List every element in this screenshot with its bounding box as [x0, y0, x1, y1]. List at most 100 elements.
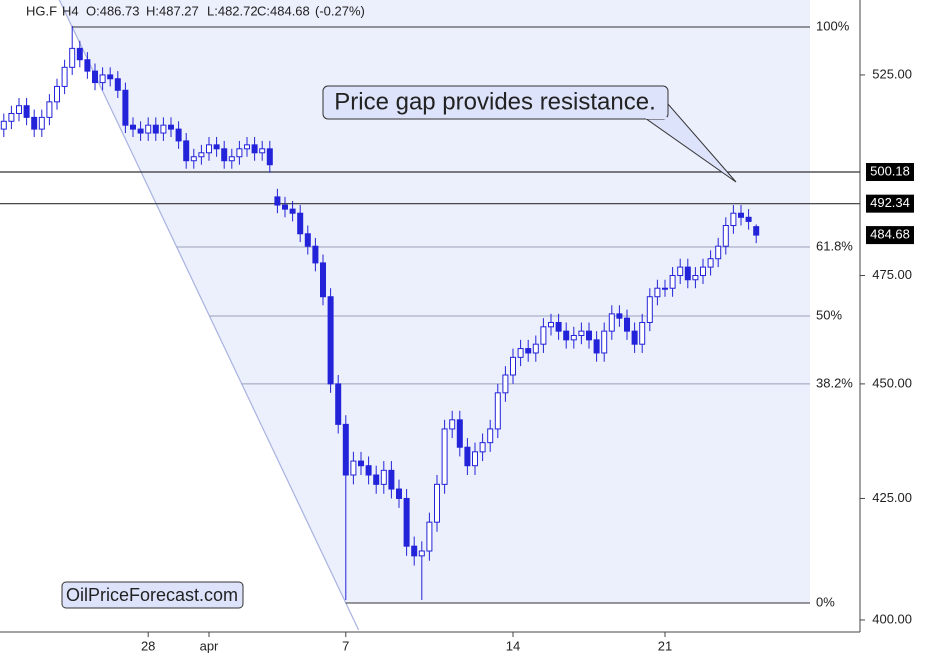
candle-body — [624, 317, 630, 332]
candle-body — [168, 124, 174, 130]
candle-body — [654, 287, 661, 298]
candle-body — [517, 348, 524, 358]
candle-body — [456, 419, 463, 448]
last-price-tag — [866, 226, 914, 245]
candle-body — [738, 212, 744, 218]
candle-body — [510, 356, 516, 376]
candle-body — [69, 47, 76, 68]
candle-body — [114, 78, 121, 91]
candle-body — [23, 105, 30, 118]
candle-body — [548, 321, 554, 328]
candle-body — [312, 245, 319, 264]
candle-body — [221, 148, 228, 162]
candle-body — [601, 330, 608, 354]
candle-body — [464, 446, 471, 467]
candle-body — [251, 144, 258, 154]
y-tick-label: 525.00 — [872, 66, 912, 81]
fib-trend — [58, 0, 360, 631]
plot — [0, 25, 860, 601]
candle-body — [380, 469, 387, 485]
header-text: C:484.68 — [257, 3, 310, 18]
candle-body — [715, 245, 722, 260]
candle-body — [342, 423, 349, 476]
candle-body — [358, 460, 364, 467]
candle-body — [662, 287, 668, 290]
candle-body — [266, 148, 273, 166]
header-text: (-0.27%) — [315, 3, 365, 18]
price-tag-label: 500.18 — [870, 163, 910, 178]
candle-body — [745, 216, 752, 222]
candle-body — [297, 212, 304, 235]
candle-body — [152, 124, 159, 134]
candle-body — [137, 128, 144, 134]
candle-body — [122, 89, 129, 126]
candle-body — [175, 128, 182, 142]
candle-body — [350, 460, 357, 476]
candle-body — [707, 258, 714, 268]
candle-body — [396, 488, 402, 499]
candle-body — [61, 66, 68, 87]
candle-body — [244, 144, 250, 150]
candle-body — [449, 419, 456, 430]
candle-body — [16, 105, 22, 114]
candle-body — [183, 140, 190, 162]
fib-label: 0% — [816, 594, 835, 609]
candle-body — [107, 74, 114, 80]
fib-label: 50% — [816, 307, 842, 322]
candle-body — [206, 144, 212, 154]
header-text: L:482.72 — [207, 3, 258, 18]
candle-body — [304, 233, 311, 247]
x-tick-label: 7 — [342, 638, 349, 653]
candle-body — [494, 392, 501, 430]
candle-body — [502, 374, 509, 394]
candle-body — [145, 124, 152, 134]
candle-body — [259, 148, 266, 154]
candle-body — [282, 204, 288, 210]
candle-body — [46, 101, 53, 118]
candle-body — [608, 313, 615, 332]
candle-body — [99, 74, 106, 84]
candle-body — [76, 47, 83, 61]
candle-body — [472, 451, 478, 467]
candle-body — [403, 497, 410, 547]
candle-body — [38, 116, 45, 130]
candle-body — [730, 212, 737, 227]
candle-body — [479, 442, 486, 453]
candle-body — [616, 313, 623, 319]
x-tick-label: 21 — [658, 638, 672, 653]
header-text: O:486.73 — [86, 3, 140, 18]
candle-body — [555, 321, 562, 332]
header-text: HG.F — [26, 3, 57, 18]
candle-body — [84, 59, 91, 72]
candle-body — [684, 266, 691, 281]
candle-body — [411, 545, 418, 557]
price-tag — [866, 162, 914, 181]
candle-body — [426, 521, 433, 552]
annotation: Price gap provides resistance. — [334, 88, 656, 115]
last-price-label: 484.68 — [870, 227, 910, 242]
y-tick-label: 475.00 — [872, 267, 912, 282]
header-text: H:487.27 — [146, 3, 199, 18]
candle-body — [753, 226, 760, 236]
candle-body — [692, 275, 699, 281]
candle-body — [31, 116, 38, 130]
candle-body — [441, 428, 448, 485]
candle-body — [677, 266, 684, 277]
candle-body — [540, 326, 547, 345]
candle-body — [213, 144, 220, 150]
candle-body — [365, 465, 372, 476]
price-tag — [866, 194, 914, 213]
header-text: H4 — [62, 3, 79, 18]
candle-body — [646, 296, 653, 323]
y-tick-label: 450.00 — [872, 375, 912, 390]
candle-body — [722, 225, 729, 247]
candle-body — [236, 148, 243, 158]
candle-body — [373, 474, 380, 485]
candle-body — [532, 343, 539, 354]
price-tag-label: 492.34 — [870, 195, 910, 210]
candle-body — [563, 330, 570, 341]
candle-body — [335, 383, 342, 425]
candle-body — [434, 483, 440, 523]
candle-body — [525, 348, 532, 354]
candle-body — [388, 469, 395, 490]
